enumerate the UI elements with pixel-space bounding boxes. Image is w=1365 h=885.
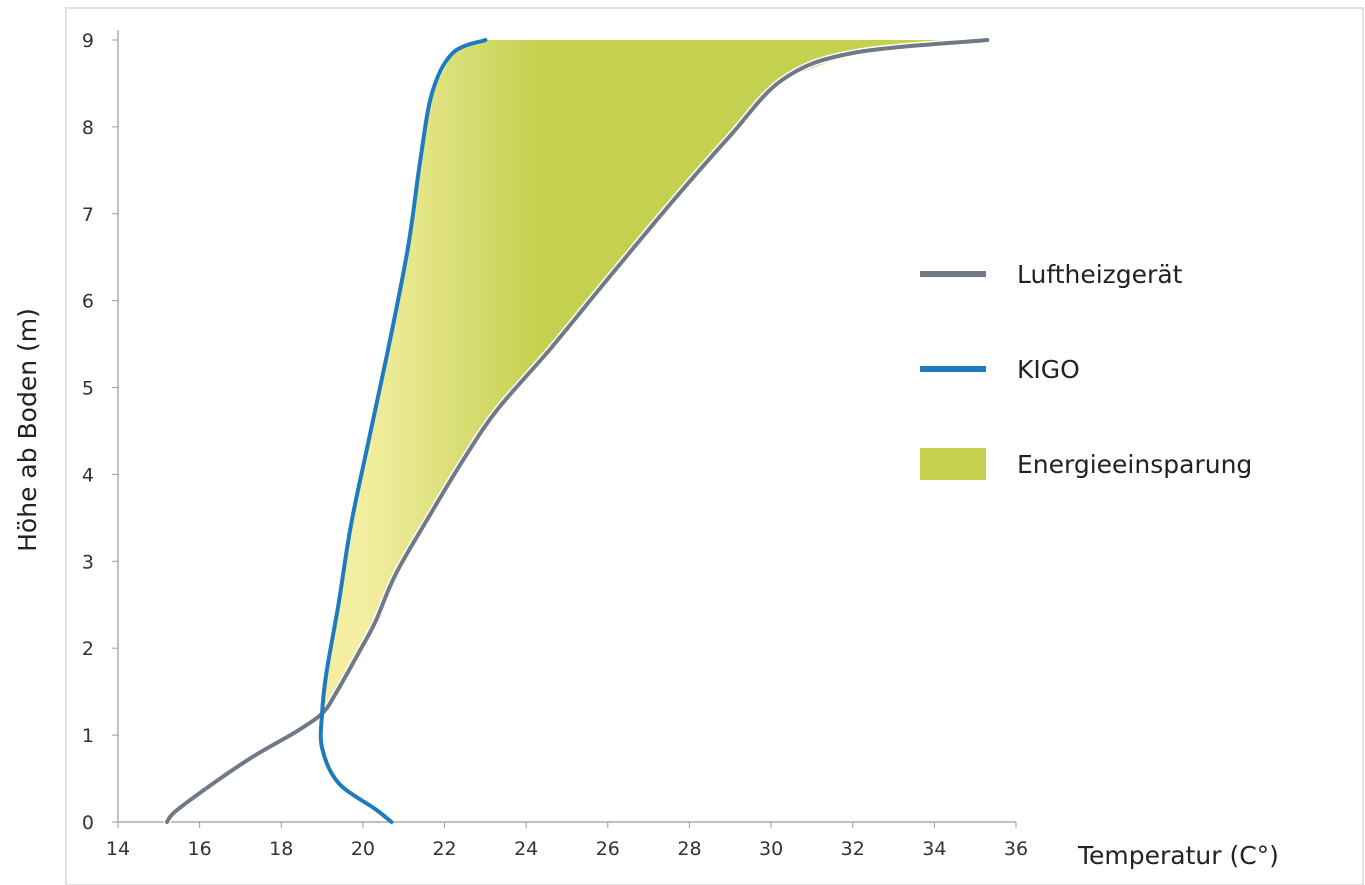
y-tick-label: 5 [82, 378, 94, 400]
y-tick-label: 8 [82, 117, 94, 139]
legend-label: Luftheizgerät [1017, 260, 1183, 289]
x-tick-label: 34 [922, 838, 946, 860]
series-luftheizgeraet-line [165, 38, 990, 824]
y-tick-label: 6 [82, 291, 94, 313]
legend-swatch-energy-savings [920, 448, 986, 480]
legend-swatch [920, 366, 986, 372]
x-tick-label: 18 [269, 838, 293, 860]
x-tick-label: 30 [759, 838, 783, 860]
legend: Luftheizgerät KIGO Energieeinsparung [920, 260, 1252, 480]
x-tick-label: 20 [351, 838, 375, 860]
x-tick-label: 14 [106, 838, 130, 860]
legend-label: KIGO [1017, 355, 1080, 384]
x-tick-label: 36 [1004, 838, 1028, 860]
x-tick-label: 16 [188, 838, 212, 860]
legend-label: Energieeinsparung [1017, 450, 1252, 479]
x-tick-label: 28 [677, 838, 701, 860]
y-tick-label: 1 [82, 725, 94, 747]
series-kigo-line [318, 38, 488, 824]
y-tick-label: 2 [82, 638, 94, 660]
y-tick-label: 9 [82, 30, 94, 52]
energy-savings-area [322, 40, 988, 714]
y-tick-label: 4 [82, 464, 94, 486]
x-axis-title: Temperatur (C°) [1077, 841, 1279, 870]
x-tick-label: 24 [514, 838, 538, 860]
y-axis-title: Höhe ab Boden (m) [13, 308, 42, 552]
y-tick-label: 7 [82, 204, 94, 226]
y-tick-label: 3 [82, 551, 94, 573]
x-tick-label: 22 [432, 838, 456, 860]
x-tick-label: 26 [596, 838, 620, 860]
x-tick-label: 32 [841, 838, 865, 860]
legend-swatch [920, 271, 986, 277]
frame-border [65, 7, 1364, 885]
y-tick-label: 0 [82, 812, 94, 834]
